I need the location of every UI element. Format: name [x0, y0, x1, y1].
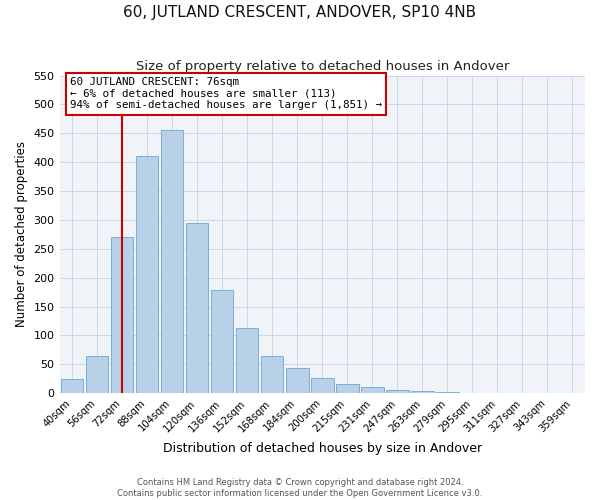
Bar	[561, 392, 584, 393]
Bar	[486, 392, 509, 393]
Bar	[411, 392, 434, 393]
Bar	[236, 328, 259, 393]
Bar	[86, 356, 109, 393]
Text: Contains HM Land Registry data © Crown copyright and database right 2024.
Contai: Contains HM Land Registry data © Crown c…	[118, 478, 482, 498]
Bar	[511, 392, 534, 393]
Bar	[211, 290, 233, 393]
Bar	[461, 392, 484, 393]
Title: Size of property relative to detached houses in Andover: Size of property relative to detached ho…	[136, 60, 509, 73]
Bar	[61, 378, 83, 393]
Bar	[186, 223, 208, 393]
Bar	[436, 392, 458, 393]
Bar	[536, 392, 559, 393]
Text: 60 JUTLAND CRESCENT: 76sqm
← 6% of detached houses are smaller (113)
94% of semi: 60 JUTLAND CRESCENT: 76sqm ← 6% of detac…	[70, 77, 382, 110]
Bar	[361, 387, 383, 393]
Bar	[286, 368, 308, 393]
Text: 60, JUTLAND CRESCENT, ANDOVER, SP10 4NB: 60, JUTLAND CRESCENT, ANDOVER, SP10 4NB	[124, 5, 476, 20]
Bar	[111, 238, 133, 393]
Bar	[336, 384, 359, 393]
Bar	[136, 156, 158, 393]
X-axis label: Distribution of detached houses by size in Andover: Distribution of detached houses by size …	[163, 442, 482, 455]
Y-axis label: Number of detached properties: Number of detached properties	[15, 142, 28, 328]
Bar	[161, 130, 184, 393]
Bar	[386, 390, 409, 393]
Bar	[311, 378, 334, 393]
Bar	[261, 356, 283, 393]
